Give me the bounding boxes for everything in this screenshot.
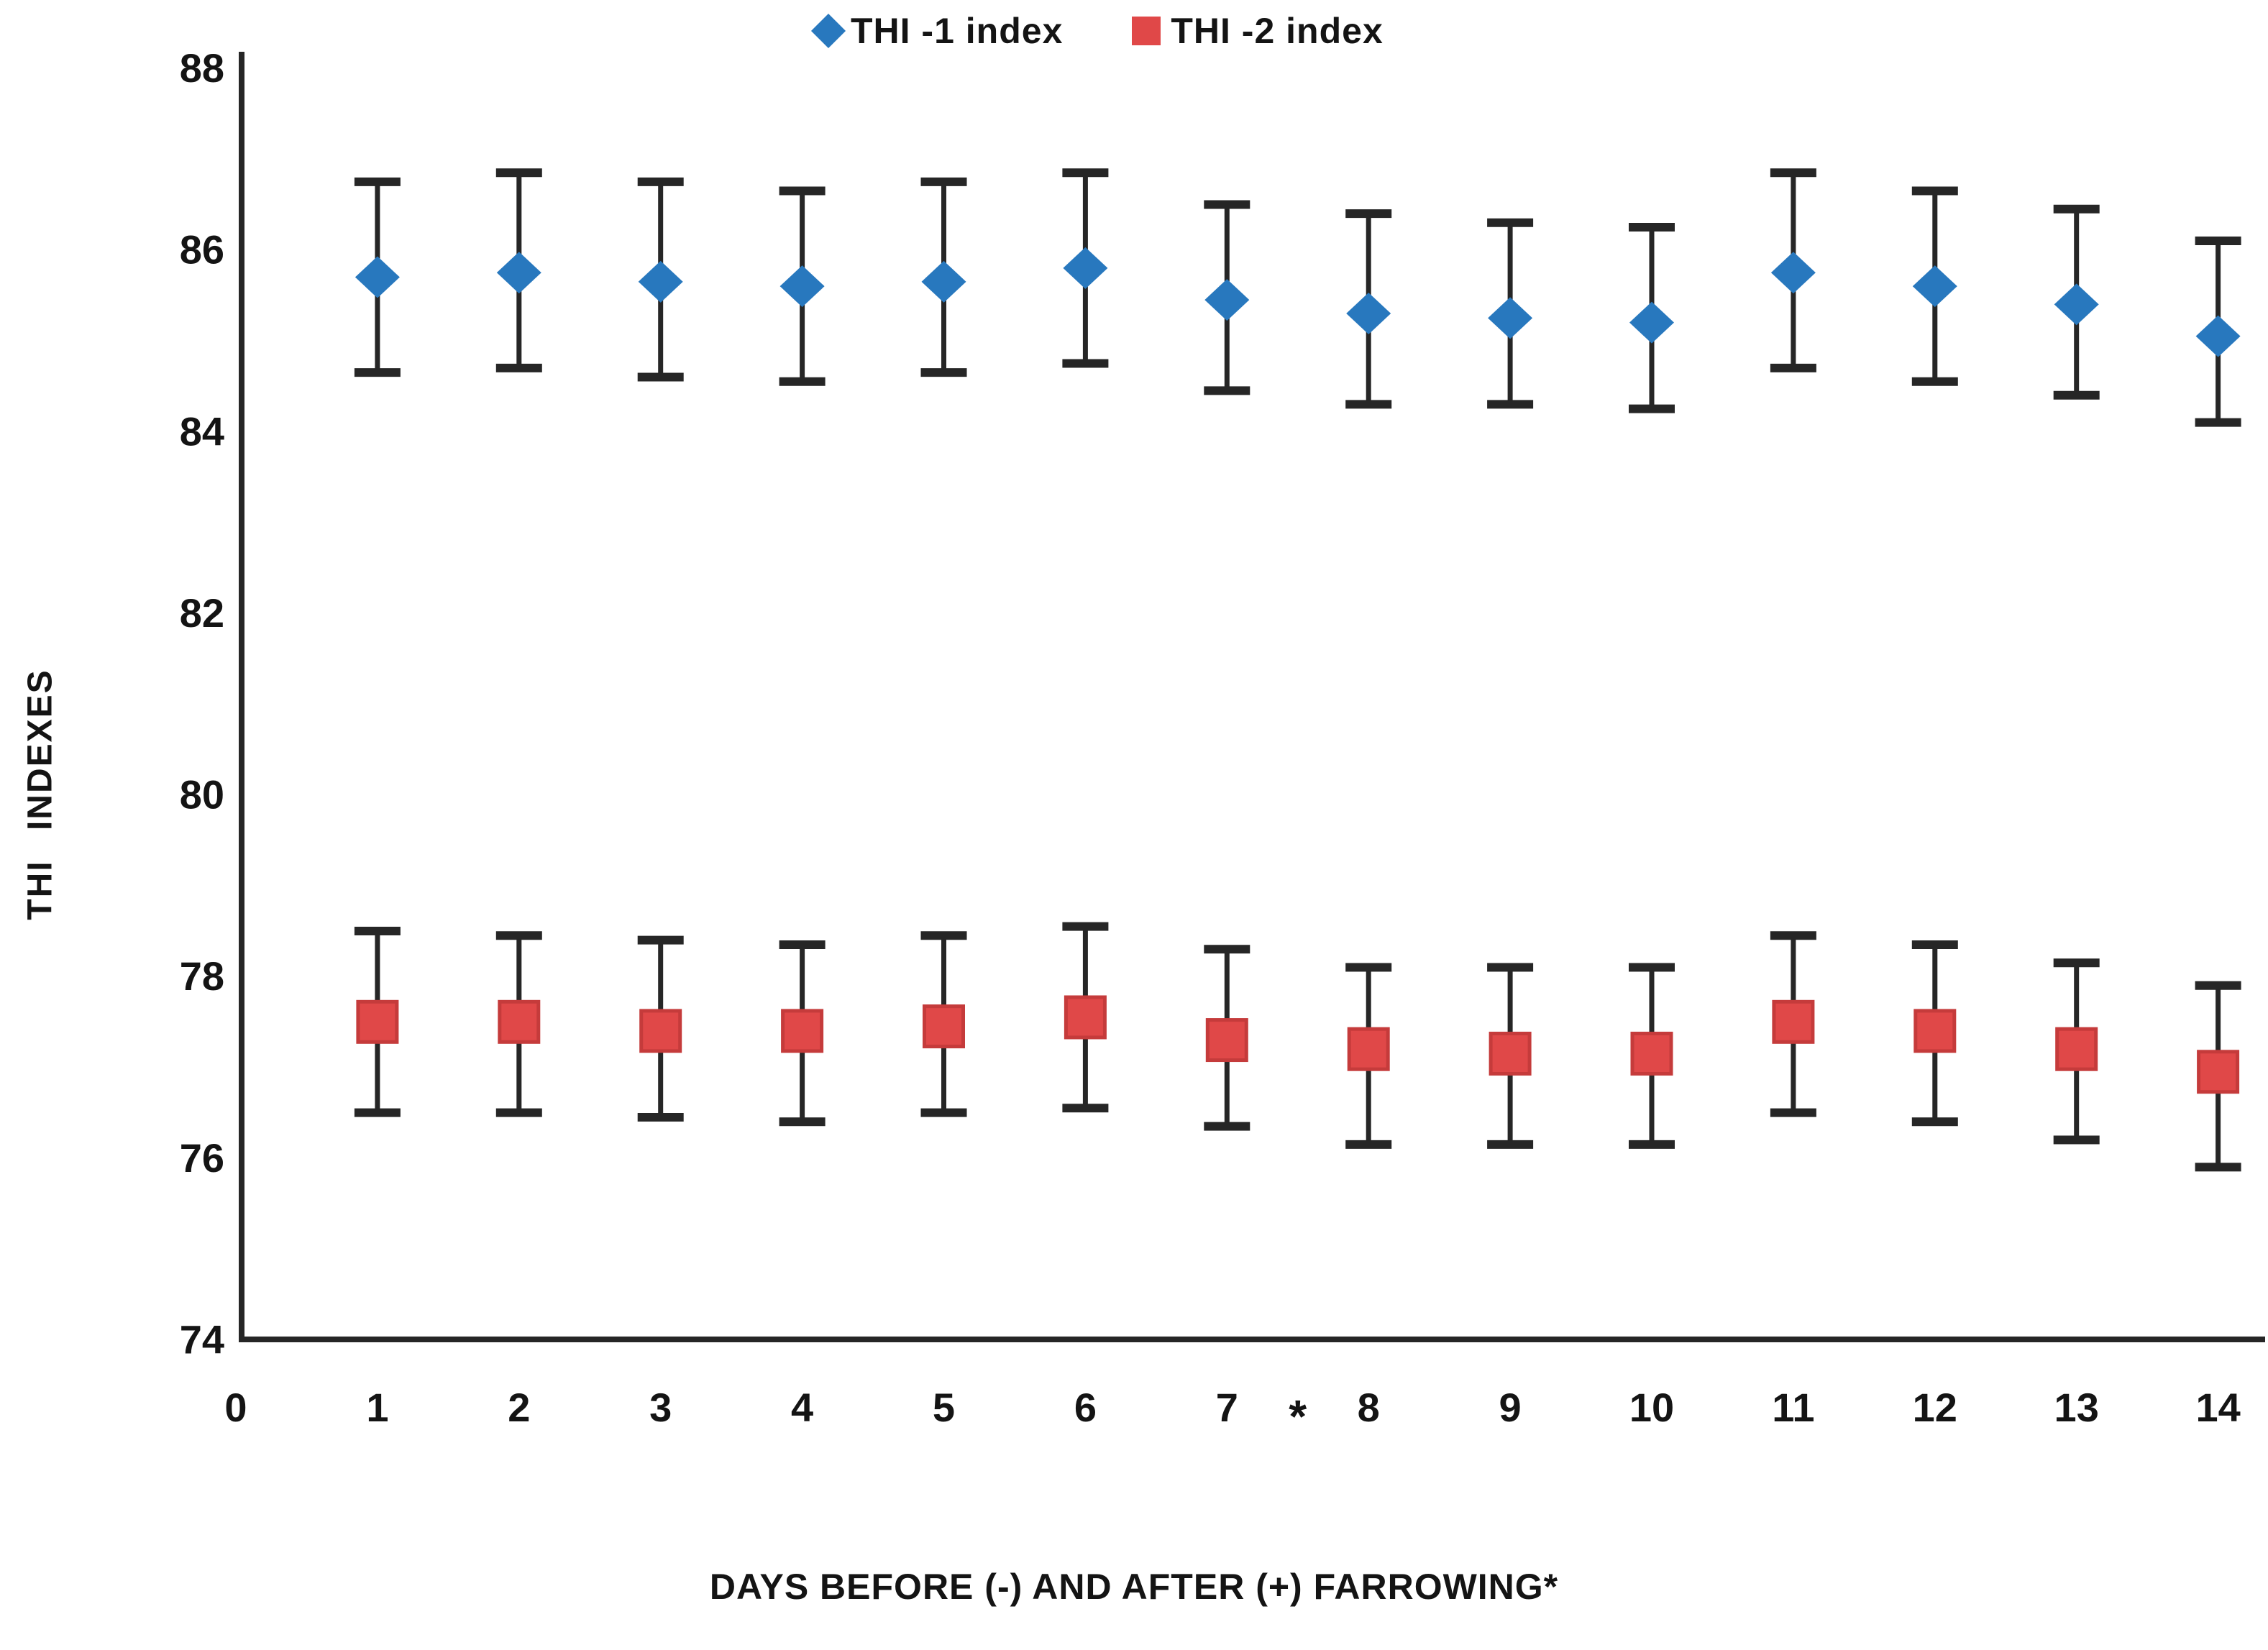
y-tick-label: 86 — [180, 227, 224, 272]
data-marker-diamond — [1912, 265, 1957, 308]
data-marker-diamond — [355, 256, 400, 298]
data-marker-square — [2055, 1027, 2098, 1071]
legend-label-thi1: THI -1 index — [851, 11, 1064, 51]
data-marker-diamond — [1346, 293, 1391, 335]
x-tick-label: 2 — [508, 1385, 530, 1430]
blue-diamond-icon — [810, 13, 846, 49]
data-marker-diamond — [1629, 301, 1674, 344]
data-marker-square — [1772, 999, 1815, 1044]
x-tick-label: 11 — [1772, 1385, 1814, 1430]
x-tick-label: 12 — [1913, 1385, 1957, 1430]
x-tick-label: 3 — [649, 1385, 672, 1430]
data-marker-diamond — [1488, 297, 1533, 339]
y-tick-label: 88 — [180, 45, 224, 91]
data-marker-square — [639, 1009, 682, 1053]
data-marker-square — [1913, 1009, 1957, 1053]
y-tick-label: 74 — [180, 1316, 224, 1362]
y-tick-label: 80 — [180, 772, 224, 817]
data-marker-diamond — [779, 265, 825, 308]
x-tick-label: 8 — [1358, 1385, 1380, 1430]
data-marker-square — [356, 999, 399, 1044]
x-tick-label: 0 — [224, 1385, 247, 1430]
y-axis-title: THI INDEXES — [21, 669, 60, 920]
x-tick-label: 13 — [2054, 1385, 2099, 1430]
x-axis-title: DAYS BEFORE (-) AND AFTER (+) FARROWING* — [709, 1567, 1559, 1607]
data-marker-diamond — [921, 260, 966, 303]
data-marker-diamond — [2054, 283, 2099, 326]
legend: THI -1 index THI -2 index — [810, 10, 1384, 52]
y-tick-label: 78 — [180, 953, 224, 999]
x-tick-label: 4 — [791, 1385, 813, 1430]
data-marker-diamond — [1063, 247, 1108, 289]
y-tick-label: 84 — [180, 408, 224, 454]
data-marker-diamond — [1204, 279, 1250, 321]
legend-label-thi2: THI -2 index — [1171, 11, 1384, 51]
data-marker-square — [1630, 1032, 1673, 1076]
x-tick-label: 14 — [2195, 1385, 2240, 1430]
data-marker-square — [923, 1004, 965, 1049]
data-marker-square — [1347, 1027, 1390, 1071]
y-tick-label: 76 — [180, 1135, 224, 1181]
x-tick-label: 5 — [933, 1385, 955, 1430]
y-tick-label: 82 — [180, 590, 224, 636]
data-marker-square — [498, 999, 541, 1044]
data-marker-diamond — [496, 252, 541, 294]
x-tick-label: 1 — [366, 1385, 388, 1430]
data-marker-diamond — [2195, 315, 2241, 357]
data-marker-diamond — [1770, 252, 1816, 294]
legend-item-thi2: THI -2 index — [1132, 10, 1383, 52]
data-marker-square — [781, 1009, 824, 1053]
data-marker-square — [2197, 1050, 2240, 1094]
x-tick-label: 10 — [1629, 1385, 1674, 1430]
data-marker-square — [1489, 1032, 1532, 1076]
data-marker-square — [1064, 995, 1107, 1040]
x-tick-label: 9 — [1499, 1385, 1522, 1430]
red-square-icon — [1132, 17, 1161, 45]
x-tick-label: 7 — [1216, 1385, 1238, 1430]
legend-item-thi1: THI -1 index — [810, 10, 1064, 52]
farrowing-asterisk: * — [1289, 1390, 1307, 1442]
data-marker-diamond — [638, 260, 683, 303]
data-marker-square — [1205, 1018, 1248, 1063]
x-tick-label: 6 — [1074, 1385, 1097, 1430]
